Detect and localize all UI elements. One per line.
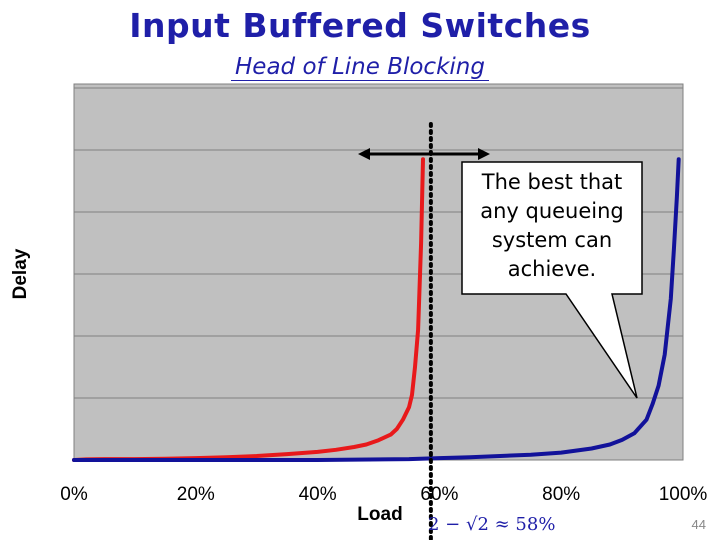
series-lines: [72, 157, 681, 462]
callout-text: The best that any queueing system can ac…: [480, 170, 624, 281]
subtitle-text: Head of Line Blocking: [231, 54, 489, 81]
x-tick-label: 100%: [659, 484, 708, 505]
gridlines: [74, 87, 683, 461]
x-axis-ticks: 0% 20% 40% 60% 80% 100%: [60, 484, 707, 505]
x-tick-label: 80%: [542, 484, 580, 505]
double-arrow-icon: [358, 148, 490, 160]
slide-title: Input Buffered Switches: [129, 6, 591, 45]
formula-label: 2 − √2 ≈ 58%: [428, 514, 556, 535]
slide-subtitle: Head of Line Blocking: [0, 54, 720, 81]
x-tick-label: 40%: [299, 484, 337, 505]
x-tick-label: 0%: [60, 484, 88, 505]
series-line-1: [72, 157, 681, 462]
x-axis-label: Load: [357, 504, 403, 525]
x-tick-label: 20%: [177, 484, 215, 505]
y-axis-label: Delay: [10, 248, 31, 300]
slide-number: 44: [691, 517, 706, 532]
callout-bubble: [461, 161, 643, 399]
x-tick-label: 60%: [420, 484, 458, 505]
